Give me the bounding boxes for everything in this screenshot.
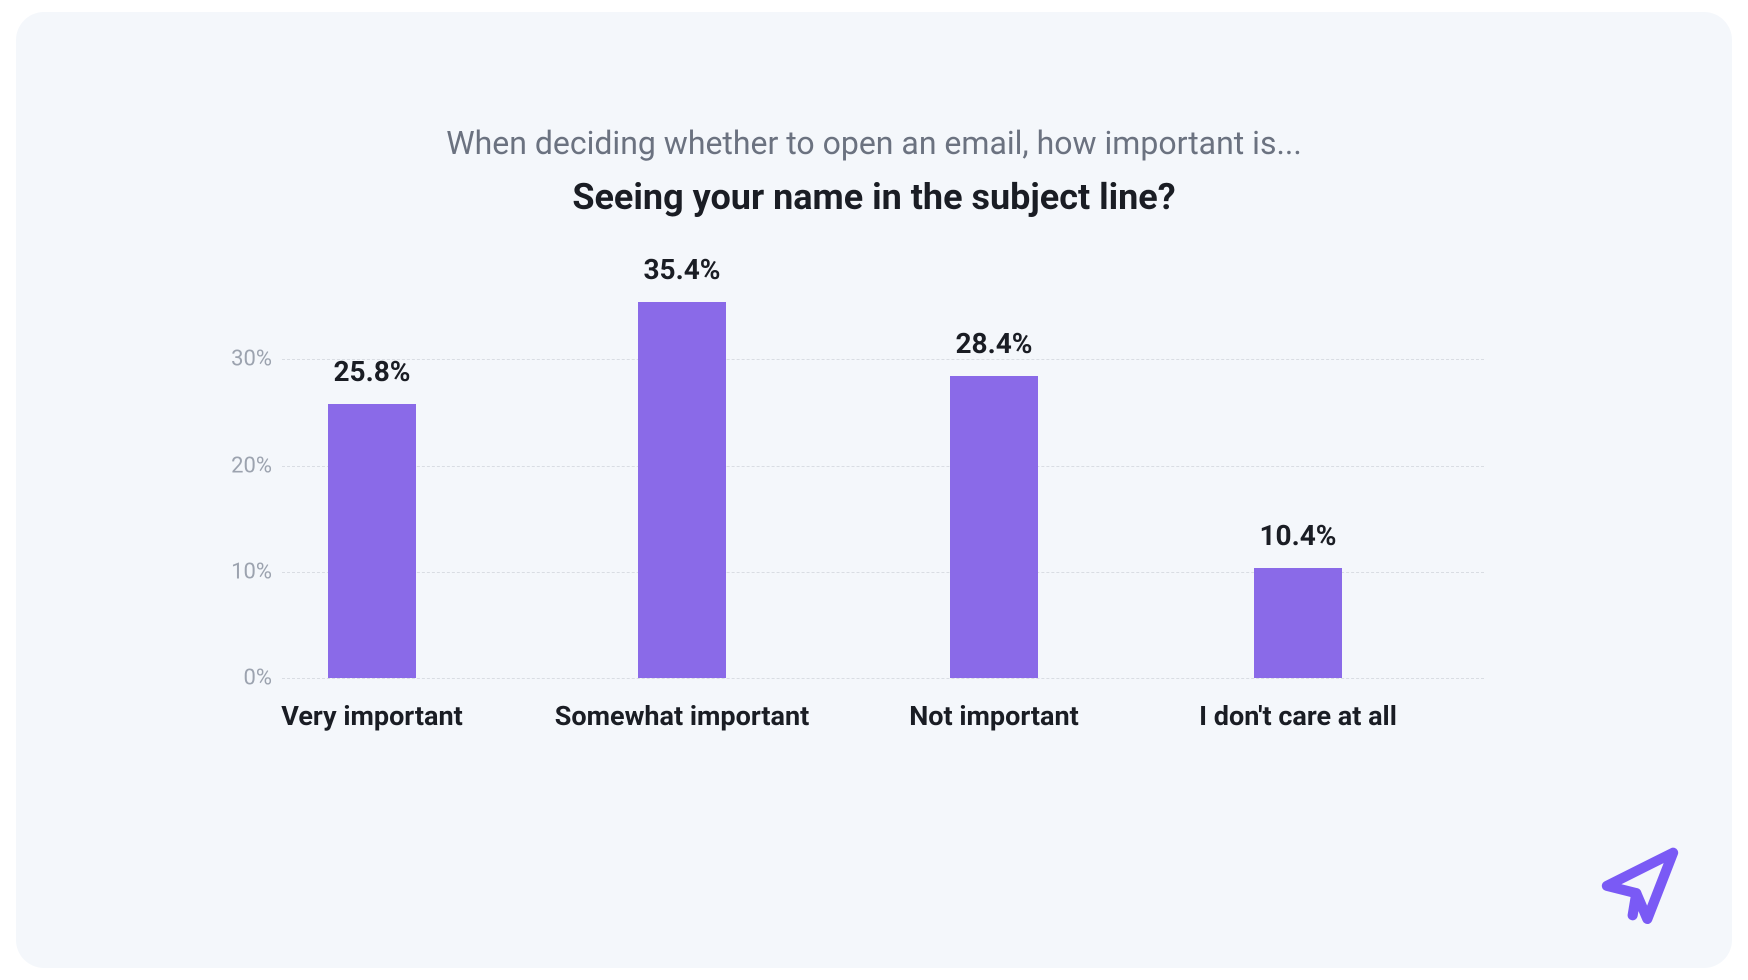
bar-value-label: 10.4% [1259,519,1336,552]
chart-title: Seeing your name in the subject line? [16,176,1732,218]
y-axis-tick-label: 0% [212,666,272,691]
gridline [282,359,1484,360]
gridline [282,466,1484,467]
category-label: I don't care at all [1199,700,1397,732]
category-label: Not important [909,700,1079,732]
bar-value-label: 28.4% [955,327,1032,360]
bar-value-label: 25.8% [333,355,410,388]
gridline [282,678,1484,679]
bar-chart: 0%10%20%30%25.8%Very important35.4%Somew… [282,302,1484,678]
send-icon [1594,838,1686,934]
pretitle: When deciding whether to open an email, … [16,124,1732,162]
category-label: Somewhat important [555,700,809,732]
chart-card: When deciding whether to open an email, … [16,12,1732,968]
y-axis-tick-label: 10% [212,559,272,584]
y-axis-tick-label: 20% [212,453,272,478]
bar [950,376,1038,678]
bar [638,302,726,678]
bar [1254,568,1342,678]
bar [328,404,416,678]
y-axis-tick-label: 30% [212,347,272,372]
bar-value-label: 35.4% [643,253,720,286]
category-label: Very important [281,700,462,732]
